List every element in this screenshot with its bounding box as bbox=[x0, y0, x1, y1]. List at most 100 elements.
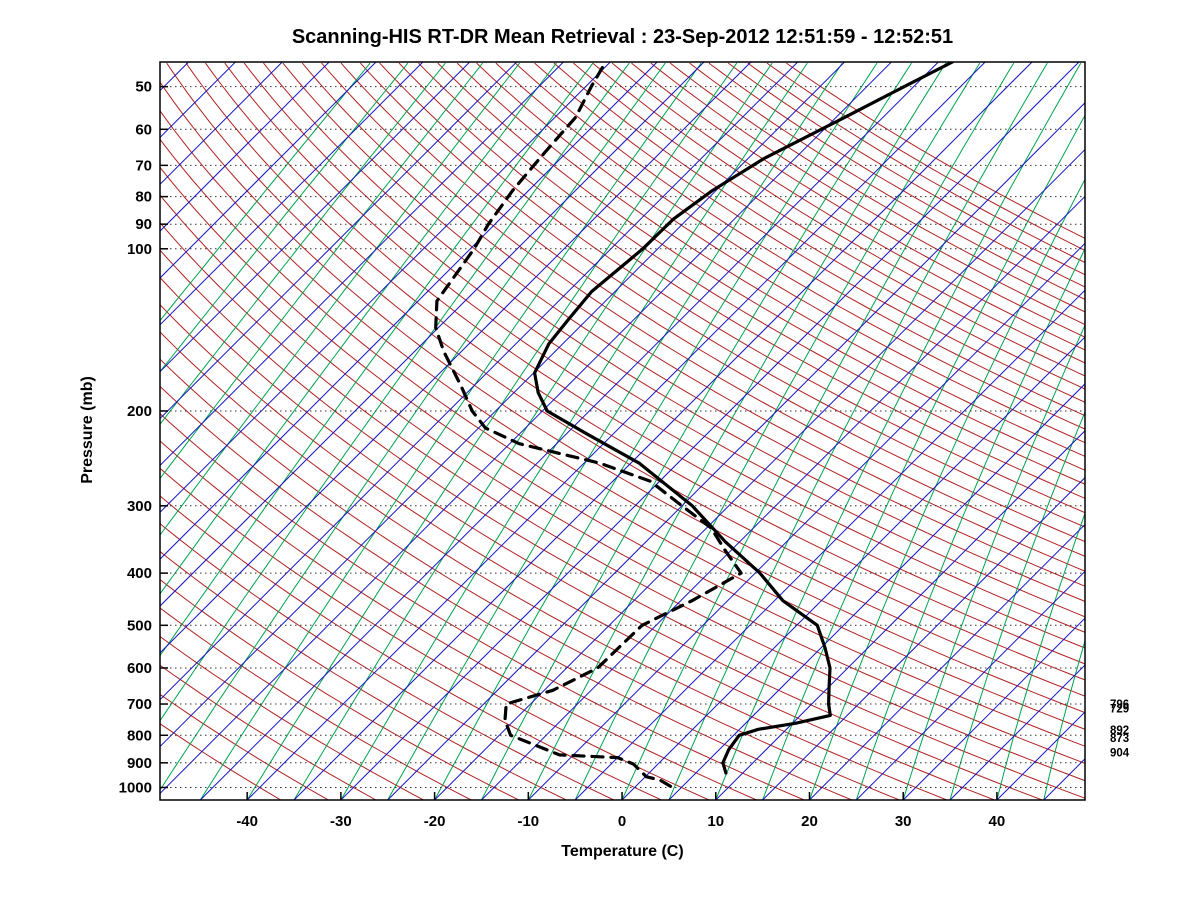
y-tick-label: 50 bbox=[135, 79, 152, 96]
dry-adiabat-line bbox=[160, 81, 1085, 697]
clipped-plot-layers bbox=[160, 62, 1085, 800]
dry-adiabat-line bbox=[160, 194, 1085, 764]
x-tick-label: 20 bbox=[801, 813, 818, 830]
dry-adiabat-line bbox=[160, 331, 948, 800]
isotherm-line bbox=[160, 62, 752, 654]
dry-adiabat-line bbox=[160, 523, 615, 800]
x-tick-label: 0 bbox=[618, 813, 626, 830]
y-tick-label: 200 bbox=[127, 403, 152, 420]
dry-adiabat-line bbox=[708, 62, 1085, 288]
dry-adiabat-line bbox=[160, 138, 1085, 730]
dry-adiabat-line bbox=[160, 304, 995, 800]
dry-adiabat-line bbox=[650, 62, 1085, 326]
isotherm-line bbox=[340, 62, 1080, 800]
isotherm-line bbox=[387, 102, 1085, 800]
y-tick-label: 80 bbox=[135, 189, 152, 206]
y-tick-label: 500 bbox=[127, 617, 152, 634]
mixing-ratio-line bbox=[160, 62, 557, 595]
dry-adiabat-line bbox=[301, 62, 1085, 572]
isotherm-line bbox=[715, 430, 1085, 800]
isotherm-line bbox=[949, 664, 1085, 800]
dry-adiabat-line bbox=[476, 62, 1085, 444]
dry-adiabat-line bbox=[766, 62, 1085, 251]
y-tick-label: 70 bbox=[135, 157, 152, 174]
dry-adiabat-line bbox=[786, 62, 1085, 239]
dry-adiabat-line bbox=[514, 62, 1085, 417]
isotherm-line bbox=[574, 289, 1085, 800]
pressure-gridlines-group bbox=[160, 86, 1085, 788]
sounding-curves-group bbox=[434, 62, 954, 788]
dry-adiabat-line bbox=[205, 62, 1085, 649]
isotherm-line bbox=[293, 62, 1033, 800]
y-tick-label: 90 bbox=[135, 216, 152, 233]
dry-adiabat-line bbox=[160, 166, 1085, 747]
mixing-ratio-line bbox=[160, 62, 483, 480]
right-edge-pressure-label: 892 bbox=[1110, 725, 1129, 737]
isotherm-line bbox=[160, 62, 564, 467]
mixing-ratio-line bbox=[160, 62, 520, 536]
dry-adiabat-line bbox=[160, 385, 852, 800]
dry-adiabat-line bbox=[728, 62, 1085, 276]
isotherm-line bbox=[160, 62, 424, 326]
mixing-ratio-line bbox=[715, 62, 1082, 800]
isotherm-line bbox=[527, 242, 1085, 800]
dry-adiabat-line bbox=[160, 664, 377, 800]
dry-adiabat-line bbox=[160, 412, 805, 800]
mixing-ratio-line bbox=[160, 62, 630, 722]
dry-adiabat-line bbox=[160, 495, 662, 800]
right-edge-pressure-label: 796 bbox=[1110, 699, 1129, 711]
mixing-ratio-line bbox=[293, 62, 773, 800]
dry-adiabat-line bbox=[611, 62, 1085, 351]
dry-adiabat-line bbox=[160, 440, 757, 800]
dry-adiabat-line bbox=[263, 62, 1085, 602]
mixing-ratio-line bbox=[387, 62, 843, 800]
mixing-ratio-line bbox=[574, 62, 981, 800]
dry-adiabat-line bbox=[592, 62, 1085, 364]
dry-adiabat-line bbox=[573, 62, 1085, 377]
y-tick-label: 300 bbox=[127, 498, 152, 515]
dry-adiabat-line bbox=[160, 276, 1043, 800]
mixing-ratio-group bbox=[160, 62, 1085, 800]
right-edge-pressure-label: 729 bbox=[1110, 704, 1129, 716]
isotherm-line bbox=[160, 62, 658, 560]
isotherm-line bbox=[160, 62, 799, 701]
dry-adiabat-line bbox=[160, 467, 710, 800]
dry-adiabat-line bbox=[534, 62, 1085, 403]
dry-adiabats-group bbox=[160, 62, 1085, 800]
dry-adiabat-line bbox=[160, 635, 424, 800]
mixing-ratio-line bbox=[160, 62, 446, 425]
dry-adiabat-line bbox=[689, 62, 1085, 300]
isotherms-group bbox=[160, 62, 1085, 800]
axis-ticks-group bbox=[160, 85, 998, 800]
x-tick-label: -10 bbox=[517, 813, 539, 830]
dry-adiabat-line bbox=[398, 62, 1085, 499]
isotherm-line bbox=[246, 62, 986, 800]
dry-adiabat-line bbox=[160, 249, 1085, 799]
dry-adiabat-line bbox=[243, 62, 1085, 618]
y-tick-label: 600 bbox=[127, 660, 152, 677]
y-tick-label: 1000 bbox=[119, 779, 152, 796]
isotherm-line bbox=[434, 148, 1085, 800]
mixing-ratio-line bbox=[809, 178, 1085, 800]
mixing-ratio-line bbox=[481, 62, 912, 800]
isotherm-line bbox=[809, 523, 1085, 800]
x-tick-label: 10 bbox=[707, 813, 724, 830]
mixing-ratio-line bbox=[949, 410, 1085, 800]
x-tick-label: -20 bbox=[424, 813, 446, 830]
mixing-ratio-line bbox=[160, 62, 666, 791]
x-tick-label: -30 bbox=[330, 813, 352, 830]
dry-adiabat-line bbox=[456, 62, 1085, 457]
dry-adiabat-line bbox=[224, 62, 1085, 633]
dry-adiabat-line bbox=[160, 607, 472, 800]
y-tick-label: 400 bbox=[127, 565, 152, 582]
x-tick-label: 40 bbox=[989, 813, 1006, 830]
chart-title: Scanning-HIS RT-DR Mean Retrieval : 23-S… bbox=[291, 26, 954, 48]
isotherm-line bbox=[902, 617, 1085, 800]
mixing-ratio-line bbox=[762, 114, 1085, 800]
y-tick-label: 60 bbox=[135, 121, 152, 138]
mixing-ratio-line bbox=[902, 324, 1085, 800]
mixing-ratio-line bbox=[160, 62, 594, 657]
mixing-ratio-line bbox=[996, 512, 1085, 800]
